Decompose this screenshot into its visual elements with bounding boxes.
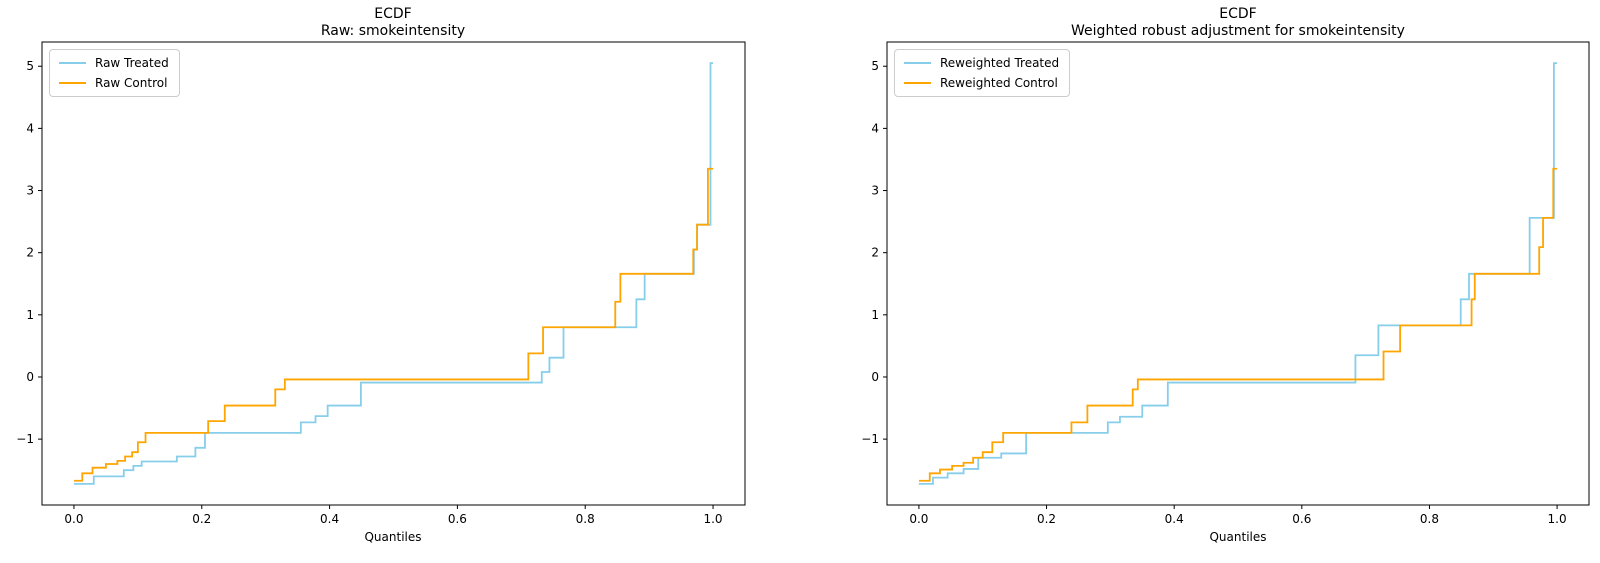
y-tick-label: 1 [26, 308, 34, 322]
y-tick-label: 0 [26, 370, 34, 384]
x-tick-label: 0.2 [1037, 512, 1056, 526]
panel-weighted: 0.0 0.2 0.4 0.6 0.8 1.0 −1 0 1 2 3 4 5 ECDF Weighted… [800, 0, 1600, 563]
y-tick-label: 4 [871, 121, 879, 135]
legend-weighted: Reweighted Treated Reweighted Control [894, 49, 1071, 97]
y-tick-label: 1 [871, 308, 879, 322]
x-axis-label-weighted: Quantiles [1209, 530, 1267, 544]
y-tick-label: 4 [26, 121, 34, 135]
reweighted-control-line-swatch [904, 82, 931, 84]
chart-title-raw: ECDF Raw: smokeintensity [143, 6, 643, 40]
series-line-reweighted-treated [918, 62, 1558, 485]
x-tick-label: 0.8 [576, 512, 595, 526]
series-line-raw-control [73, 167, 714, 482]
x-axis-label-raw: Quantiles [364, 530, 422, 544]
y-tick-label: 5 [871, 59, 879, 73]
y-tick-label: −1 [861, 432, 879, 446]
panel-raw: 0.0 0.2 0.4 0.6 0.8 1.0 −1 0 1 2 3 4 5 ECDF Raw: smo… [16, 6, 746, 544]
x-tick-label: 0.4 [320, 512, 339, 526]
chart-title-weighted: ECDF Weighted robust adjustment for smok… [988, 6, 1488, 40]
x-tick-label: 0.0 [64, 512, 83, 526]
x-tick-label: 0.6 [1292, 512, 1311, 526]
chart-title-line1: ECDF [1219, 6, 1257, 22]
raw-treated-line-swatch [59, 62, 86, 64]
series-line-raw-treated [73, 62, 714, 485]
chart-title-line2: Weighted robust adjustment for smokeinte… [1071, 23, 1405, 39]
plot-border [41, 41, 746, 506]
y-tick-label: 0 [871, 370, 879, 384]
x-tick-label: 0.4 [1165, 512, 1184, 526]
y-tick-label: 2 [26, 246, 34, 260]
legend-label-reweighted-treated: Reweighted Treated [940, 56, 1060, 70]
x-tick-label: 0.2 [192, 512, 211, 526]
y-tick-label: 5 [26, 59, 34, 73]
x-tick-label: 0.6 [448, 512, 467, 526]
plot-area-weighted: 0.0 0.2 0.4 0.6 0.8 1.0 −1 0 1 2 3 4 5 [861, 41, 1590, 526]
x-tick-label: 0.0 [909, 512, 928, 526]
y-tick-label: 3 [26, 184, 34, 198]
chart-title-line1: ECDF [374, 6, 412, 22]
y-tick-label: −1 [16, 432, 34, 446]
plot-border [886, 41, 1590, 506]
legend-item-reweighted-treated: Reweighted Treated [904, 56, 1059, 70]
x-tick-label: 1.0 [703, 512, 722, 526]
legend-label-raw-control: Raw Control [95, 76, 168, 90]
x-tick-label: 1.0 [1548, 512, 1567, 526]
x-tick-label: 0.8 [1420, 512, 1439, 526]
chart-title-line2: Raw: smokeintensity [320, 23, 466, 39]
series-line-reweighted-control [918, 167, 1558, 482]
legend-item-raw-treated: Raw Treated [59, 56, 169, 70]
raw-control-line-swatch [59, 82, 86, 84]
legend-raw: Raw Treated Raw Control [49, 49, 180, 97]
reweighted-treated-line-swatch [904, 62, 931, 64]
legend-item-raw-control: Raw Control [59, 76, 169, 90]
y-tick-label: 3 [871, 184, 879, 198]
legend-label-raw-treated: Raw Treated [95, 56, 169, 70]
legend-label-reweighted-control: Reweighted Control [940, 76, 1058, 90]
legend-item-reweighted-control: Reweighted Control [904, 76, 1059, 90]
y-tick-label: 2 [871, 246, 879, 260]
plot-area-raw: 0.0 0.2 0.4 0.6 0.8 1.0 −1 0 1 2 3 4 5 [16, 41, 746, 526]
